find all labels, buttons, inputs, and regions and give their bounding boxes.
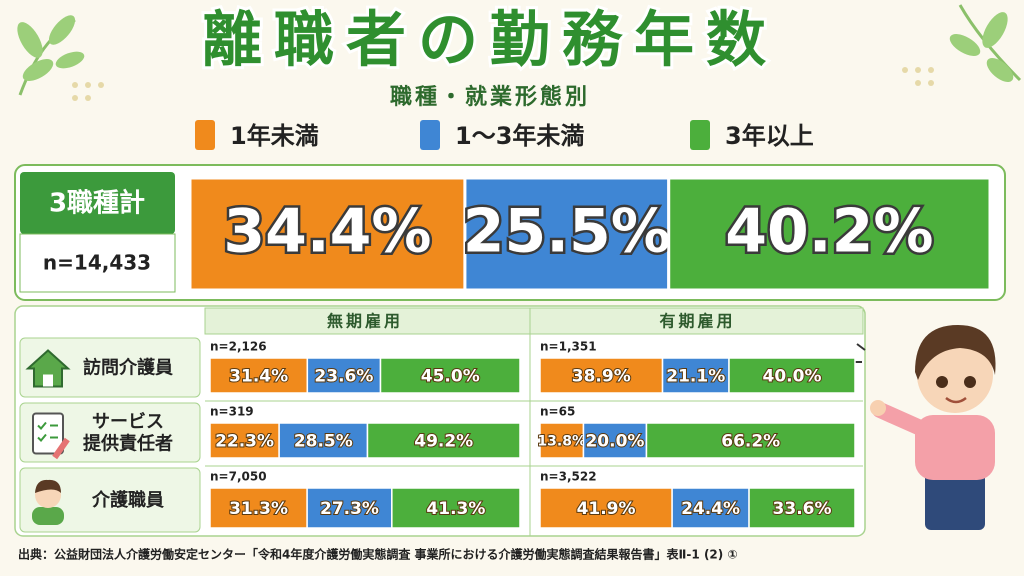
value-label: 33.6% [773, 499, 832, 519]
pencil [52, 437, 70, 460]
house-icon [25, 349, 71, 388]
bar-segment [539, 422, 585, 459]
legend-swatch [420, 120, 440, 150]
sample-size: n=1,351 [540, 340, 597, 354]
legend-label: 1～3年未満 [455, 122, 584, 150]
total-n-box [19, 233, 176, 293]
value-label: 24.4% [681, 499, 740, 519]
value-label: 41.9% [577, 499, 636, 519]
sample-size: n=2,126 [210, 340, 267, 354]
value-label: 31.3% [229, 499, 288, 519]
worker-hair [35, 479, 61, 493]
value-label: 20.0% [585, 432, 644, 452]
value-label: 40.2% [725, 197, 933, 267]
bar-segment [667, 176, 992, 292]
legend-label: 1年未満 [230, 122, 319, 150]
leaves-right [949, 4, 1022, 82]
bar-segment [391, 487, 521, 529]
worker-body [32, 507, 64, 525]
value-label: 45.0% [421, 367, 480, 387]
bar-segment [748, 487, 856, 529]
row-label: 介護職員 [91, 489, 164, 511]
value-label: 28.5% [294, 432, 353, 452]
bar-segment [539, 487, 673, 529]
column-header: 無期雇用 [327, 312, 403, 331]
bar-segment [379, 357, 521, 394]
total-label: 3職種計 [49, 188, 145, 219]
bar-segment [661, 357, 730, 394]
dots [72, 67, 934, 101]
legend-swatch [690, 120, 710, 150]
row-icon [32, 412, 70, 460]
value-label: 22.3% [215, 432, 274, 452]
bar-segment [366, 422, 521, 459]
value-label: 41.3% [426, 499, 485, 519]
value-label: 13.8% [537, 434, 586, 450]
sample-size: n=7,050 [210, 470, 267, 484]
row-icon [32, 479, 64, 525]
bar-segment [209, 357, 309, 394]
row-label: 訪問介護員 [83, 357, 173, 379]
subtitle: 職種・就業形態別 [390, 84, 590, 110]
row-label: 提供責任者 [83, 433, 173, 455]
bar-segment [728, 357, 856, 394]
value-label: 23.6% [314, 367, 373, 387]
sample-size: n=319 [210, 405, 254, 419]
character [852, 325, 996, 530]
leaves-left [17, 15, 85, 96]
bar-segment [671, 487, 750, 529]
clipboard-icon [32, 412, 64, 455]
bar-segment [306, 357, 382, 394]
legend-swatch [195, 120, 215, 150]
row-label-box [19, 467, 201, 533]
column-header: 有期雇用 [659, 312, 735, 331]
total-label-box [20, 172, 175, 234]
row-label: サービス [92, 412, 164, 433]
value-label: 31.4% [229, 367, 288, 387]
bar-segment [539, 357, 664, 394]
value-label: 25.5% [463, 197, 671, 267]
bar-segment [645, 422, 856, 459]
clipboard-checks [37, 421, 58, 442]
column-header-box [529, 307, 864, 335]
row-label-box [19, 337, 201, 398]
bar-segment [278, 422, 369, 459]
value-label: 40.0% [763, 367, 822, 387]
bar-segment [188, 176, 467, 292]
source: 出典：公益財団法人介護労働安定センター「令和4年度介護労働実態調査 事業所におけ… [18, 547, 738, 562]
legend-label: 3年以上 [725, 122, 814, 150]
row-icon [25, 349, 71, 388]
value-label: 21.1% [666, 367, 725, 387]
value-label: 49.2% [414, 432, 473, 452]
sample-size: n=65 [540, 405, 575, 419]
sample-size: n=3,522 [540, 470, 597, 484]
bar-segment [463, 176, 671, 292]
bar-segment [306, 487, 393, 529]
house-door [43, 374, 53, 387]
value-label: 27.3% [320, 499, 379, 519]
value-label: 38.9% [572, 367, 631, 387]
value-label: 34.4% [223, 197, 431, 267]
value-label: 66.2% [721, 432, 780, 452]
title: 離職者の勤務年数 [202, 6, 778, 76]
total-n: n=14,433 [43, 251, 151, 275]
